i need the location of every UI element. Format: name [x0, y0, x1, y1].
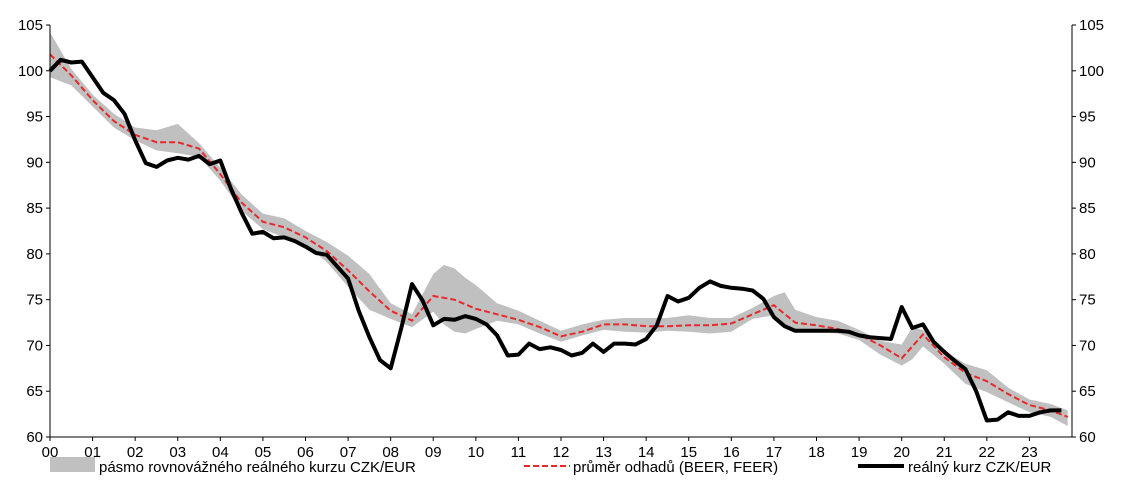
x-tick-label: 08 [382, 444, 399, 461]
axes [49, 25, 1073, 438]
legend-item-band: pásmo rovnovážného reálného kurzu CZK/EU… [50, 457, 416, 476]
y-tick-label-left: 85 [26, 200, 43, 217]
y-tick-label-right: 60 [1079, 429, 1096, 446]
equilibrium-band [50, 32, 1068, 427]
y-tick-label-right: 65 [1079, 383, 1096, 400]
y-tick-label-right: 90 [1079, 154, 1096, 171]
y-tick-label-right: 85 [1079, 200, 1096, 217]
x-tick-label: 01 [84, 444, 101, 461]
series-line-average-estimate [49, 53, 1069, 418]
x-tick-label: 12 [553, 444, 570, 461]
legend-label-average: průměr odhadů (BEER, FEER) [573, 459, 778, 476]
y-tick-label-right: 105 [1079, 17, 1104, 34]
x-tick-label: 09 [425, 444, 442, 461]
y-tick-label-left: 60 [26, 429, 43, 446]
y-tick-label-left: 90 [26, 154, 43, 171]
legend-label-real: reálný kurz CZK/EUR [908, 459, 1052, 476]
x-tick-label: 06 [297, 444, 314, 461]
x-tick-label: 23 [1021, 444, 1038, 461]
x-tick-label: 20 [893, 444, 910, 461]
x-tick-label: 19 [851, 444, 868, 461]
y-tick-label-left: 95 [26, 109, 43, 126]
x-tick-label: 10 [467, 444, 484, 461]
legend-swatch-band [50, 457, 95, 472]
x-tick-label: 17 [766, 444, 783, 461]
series-line-real-exchange-rate [48, 57, 1062, 423]
plot-area [48, 32, 1069, 427]
y-tick-label-right: 75 [1079, 292, 1096, 309]
x-tick-label: 03 [169, 444, 186, 461]
x-tick-label: 16 [723, 444, 740, 461]
y-tick-label-left: 80 [26, 246, 43, 263]
x-tick-label: 22 [978, 444, 995, 461]
y-tick-label-left: 70 [26, 337, 43, 354]
x-tick-label: 04 [212, 444, 229, 461]
y-tick-label-left: 65 [26, 383, 43, 400]
legend-item-average: průměr odhadů (BEER, FEER) [524, 459, 778, 476]
x-tick-label: 13 [595, 444, 612, 461]
legend: pásmo rovnovážného reálného kurzu CZK/EU… [50, 457, 1052, 476]
x-tick-label: 07 [340, 444, 357, 461]
x-tick-label: 15 [680, 444, 697, 461]
legend-label-band: pásmo rovnovážného reálného kurzu CZK/EU… [99, 459, 416, 476]
x-tick-label: 02 [127, 444, 144, 461]
y-tick-label-left: 105 [18, 17, 43, 34]
y-tick-label-left: 100 [18, 63, 43, 80]
y-tick-label-left: 75 [26, 292, 43, 309]
x-tick-label: 18 [808, 444, 825, 461]
y-tick-label-right: 70 [1079, 337, 1096, 354]
y-tick-label-right: 100 [1079, 63, 1104, 80]
x-tick-label: 21 [936, 444, 953, 461]
y-tick-label-right: 95 [1079, 109, 1096, 126]
x-tick-labels: 00 01 02 03 04 05 06 07 08 09 10 11 12 13 14 15 16 17 18 19… [42, 437, 1038, 461]
legend-item-real: reálný kurz CZK/EUR [858, 459, 1052, 476]
y-tick-labels: 60 60 65 65 70 70 75 75 80 80 85 85 90 90 95 95 100 100 10… [18, 17, 1104, 446]
x-tick-label: 05 [255, 444, 272, 461]
x-tick-label: 11 [511, 444, 527, 461]
y-tick-label-right: 80 [1079, 246, 1096, 263]
x-tick-label: 00 [42, 444, 59, 461]
x-tick-label: 14 [638, 444, 655, 461]
